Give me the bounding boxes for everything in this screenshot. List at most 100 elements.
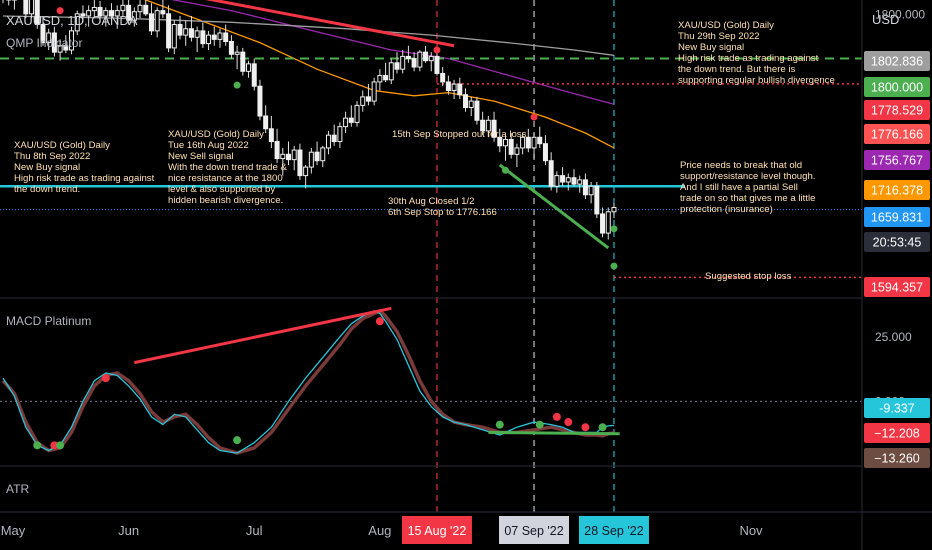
candle[interactable] <box>388 62 394 81</box>
candle[interactable] <box>63 45 69 51</box>
candle[interactable] <box>320 147 326 162</box>
candle[interactable] <box>428 55 434 62</box>
candle[interactable] <box>291 149 297 161</box>
candle[interactable] <box>588 185 594 196</box>
candle[interactable] <box>91 6 97 12</box>
candle[interactable] <box>120 4 126 12</box>
candle[interactable] <box>423 51 429 62</box>
candle[interactable] <box>126 4 132 21</box>
macd-trend-line[interactable] <box>488 430 620 436</box>
macd-pane[interactable] <box>0 306 862 455</box>
candle[interactable] <box>314 151 320 162</box>
candle[interactable] <box>40 23 46 44</box>
candle[interactable] <box>594 185 600 215</box>
candle[interactable] <box>228 41 234 55</box>
price-axis[interactable]: 1800.000 1802.836 1800.000 1778.529 1776.166… <box>864 8 930 297</box>
price-badge[interactable] <box>864 232 930 252</box>
candle[interactable] <box>46 32 52 44</box>
candle[interactable] <box>194 30 200 38</box>
candle[interactable] <box>97 6 103 17</box>
price-badge[interactable] <box>864 180 930 200</box>
candle[interactable] <box>211 34 217 40</box>
candle[interactable] <box>257 85 263 117</box>
macd-badge[interactable] <box>864 423 930 443</box>
price-badge[interactable] <box>864 77 930 97</box>
candle[interactable] <box>188 28 194 38</box>
candle[interactable] <box>565 177 571 183</box>
price-badge[interactable] <box>864 150 930 170</box>
candle[interactable] <box>480 119 486 132</box>
price-badge[interactable] <box>864 207 930 227</box>
candle[interactable] <box>417 51 423 68</box>
candle[interactable] <box>400 55 406 70</box>
candle[interactable] <box>457 83 463 96</box>
candle[interactable] <box>274 141 280 160</box>
trend-line[interactable] <box>498 163 610 250</box>
candle[interactable] <box>240 51 246 72</box>
candle[interactable] <box>554 175 560 187</box>
macd-badge[interactable] <box>864 398 930 418</box>
candle[interactable] <box>297 149 303 177</box>
trend-line[interactable] <box>157 0 455 48</box>
candle[interactable] <box>29 0 35 15</box>
candle[interactable] <box>103 10 109 17</box>
candle[interactable] <box>286 153 291 161</box>
candle[interactable] <box>537 136 543 145</box>
candle[interactable] <box>360 96 366 106</box>
candle[interactable] <box>348 117 354 123</box>
candle[interactable] <box>497 136 503 147</box>
candle[interactable] <box>148 13 154 32</box>
candle[interactable] <box>502 138 508 147</box>
candle[interactable] <box>160 10 166 15</box>
candle[interactable] <box>531 136 537 149</box>
macd-badge[interactable] <box>864 448 930 468</box>
candle[interactable] <box>582 179 588 196</box>
price-pane[interactable] <box>0 0 862 512</box>
price-badge[interactable] <box>864 100 930 120</box>
candle[interactable] <box>166 13 172 49</box>
candle[interactable] <box>263 115 269 130</box>
candle[interactable] <box>51 32 57 53</box>
candle[interactable] <box>171 23 177 49</box>
candle[interactable] <box>154 10 160 32</box>
price-badge[interactable] <box>864 124 930 144</box>
candle[interactable] <box>354 104 360 123</box>
candle[interactable] <box>177 23 183 36</box>
candle[interactable] <box>571 177 577 185</box>
candle[interactable] <box>548 160 554 187</box>
candle[interactable] <box>200 30 206 45</box>
candle[interactable] <box>69 30 75 51</box>
candle[interactable] <box>365 96 371 102</box>
candle[interactable] <box>508 138 514 155</box>
time-highlight-badge[interactable] <box>401 516 472 544</box>
candle[interactable] <box>234 51 240 55</box>
candle[interactable] <box>605 211 611 234</box>
candle[interactable] <box>74 13 80 32</box>
candle[interactable] <box>108 10 114 17</box>
candle[interactable] <box>577 179 583 185</box>
candle[interactable] <box>520 136 526 149</box>
candle[interactable] <box>337 126 343 143</box>
candle[interactable] <box>143 4 149 15</box>
candle[interactable] <box>57 45 63 53</box>
macd-trend-line[interactable] <box>134 306 392 365</box>
candle[interactable] <box>131 11 137 21</box>
candle[interactable] <box>246 63 252 72</box>
candle[interactable] <box>611 207 617 213</box>
candle[interactable] <box>474 100 480 121</box>
candle[interactable] <box>80 13 86 17</box>
candle[interactable] <box>468 100 474 108</box>
candle[interactable] <box>560 175 566 183</box>
candle[interactable] <box>325 134 331 149</box>
candle[interactable] <box>183 28 189 36</box>
candle[interactable] <box>86 10 92 17</box>
candle[interactable] <box>600 213 606 234</box>
candle[interactable] <box>514 147 520 155</box>
candle[interactable] <box>463 94 469 108</box>
candle[interactable] <box>34 0 40 25</box>
candle[interactable] <box>434 55 440 74</box>
candle[interactable] <box>445 81 451 91</box>
candle[interactable] <box>206 34 212 45</box>
candle[interactable] <box>377 75 383 83</box>
